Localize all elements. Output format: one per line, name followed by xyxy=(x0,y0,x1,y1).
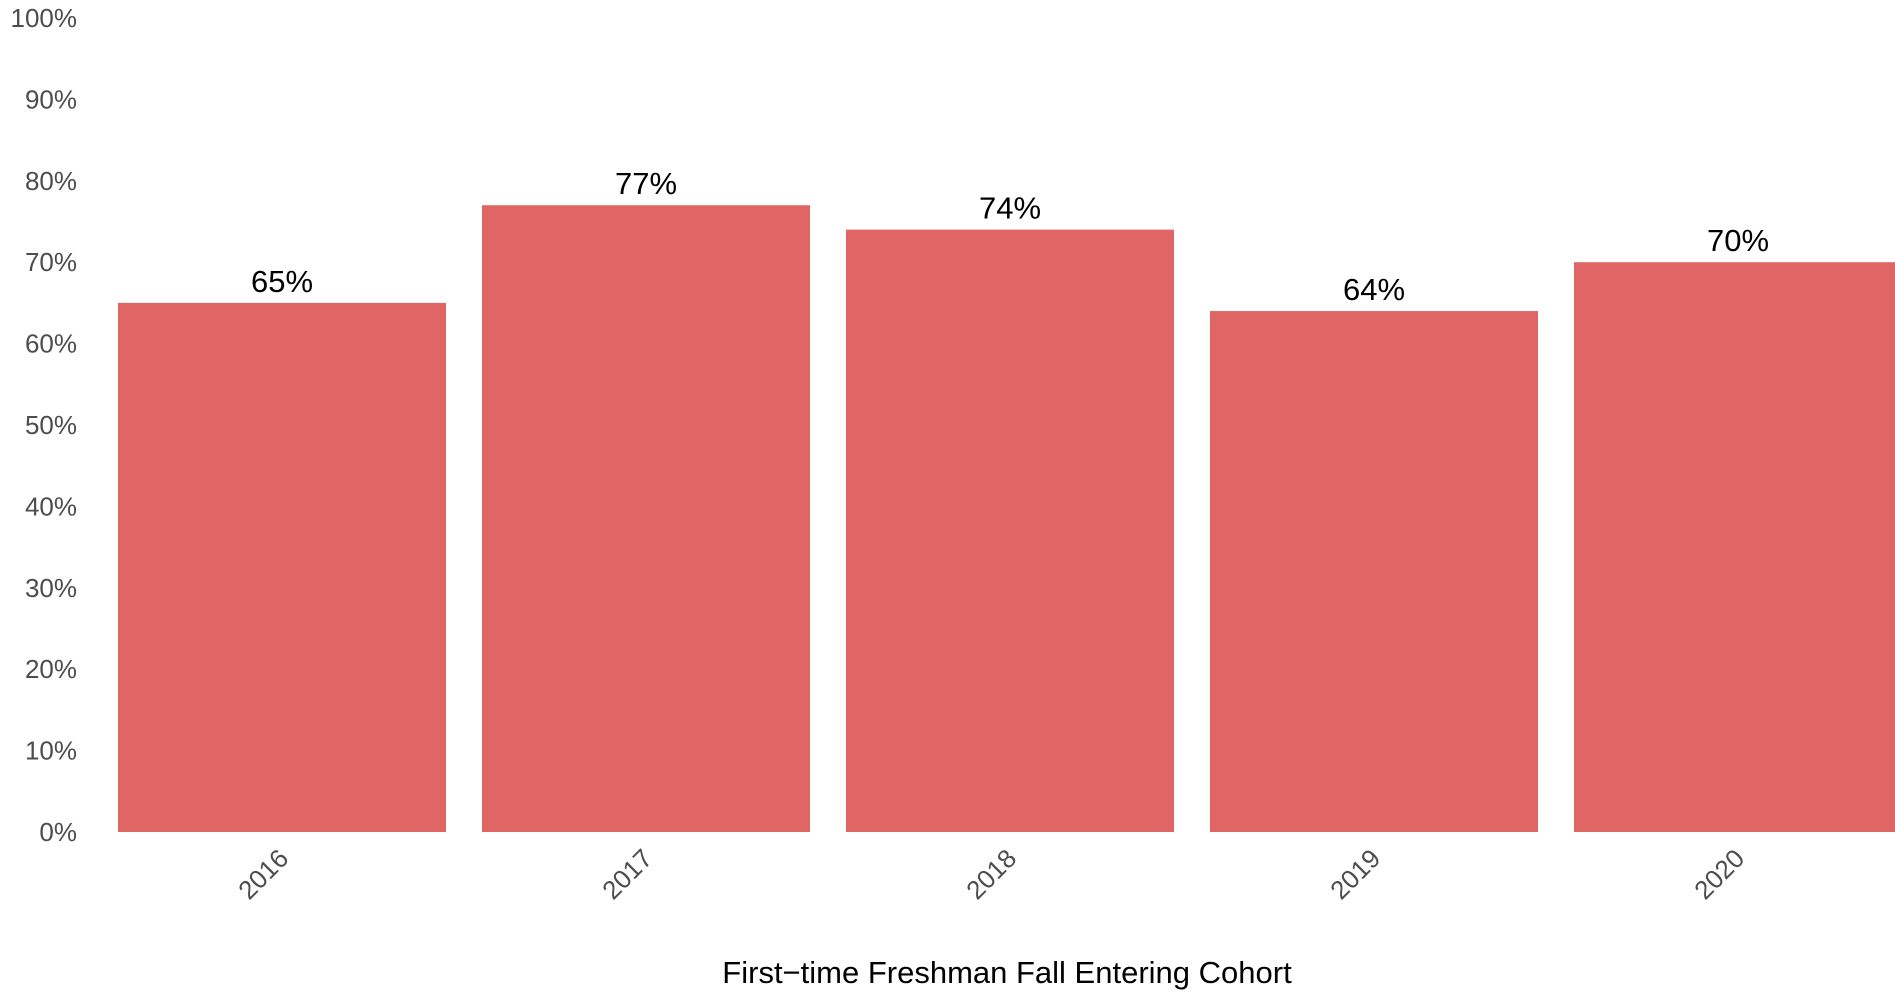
y-tick-label: 0% xyxy=(39,817,77,847)
y-axis: 0% 10% 20% 30% 40% 50% 60% 70% 80% 90% 100% xyxy=(11,3,78,847)
x-axis: 2016 2017 2018 2019 2020 xyxy=(232,843,1750,905)
bar-2018 xyxy=(846,229,1174,832)
y-tick-label: 40% xyxy=(25,491,77,521)
y-tick-label: 70% xyxy=(25,247,77,277)
data-label-2016: 65% xyxy=(251,264,313,299)
data-label-2017: 77% xyxy=(615,166,677,201)
bars-group xyxy=(118,205,1895,833)
y-tick-label: 80% xyxy=(25,166,77,196)
data-label-2019: 64% xyxy=(1343,272,1405,307)
y-tick-label: 50% xyxy=(25,410,77,440)
y-tick-label: 30% xyxy=(25,573,77,603)
data-label-2020: 70% xyxy=(1707,223,1769,258)
data-labels-group: 65% 77% 74% 64% 70% xyxy=(251,166,1769,307)
data-label-2018: 74% xyxy=(979,191,1041,226)
x-tick-label-2016: 2016 xyxy=(232,843,294,905)
x-tick-label-2020: 2020 xyxy=(1688,843,1750,905)
x-tick-label-2018: 2018 xyxy=(960,843,1022,905)
x-tick-label-2017: 2017 xyxy=(596,843,658,905)
bar-2016 xyxy=(118,302,446,832)
x-axis-title: First−time Freshman Fall Entering Cohort xyxy=(722,955,1292,990)
y-tick-label: 100% xyxy=(11,3,78,33)
bar-2017 xyxy=(482,205,810,833)
y-tick-label: 60% xyxy=(25,329,77,359)
bar-2019 xyxy=(1210,311,1538,832)
y-tick-label: 10% xyxy=(25,736,77,766)
y-tick-label: 20% xyxy=(25,654,77,684)
y-tick-label: 90% xyxy=(25,84,77,114)
x-tick-label-2019: 2019 xyxy=(1324,843,1386,905)
bar-2020 xyxy=(1574,262,1895,832)
